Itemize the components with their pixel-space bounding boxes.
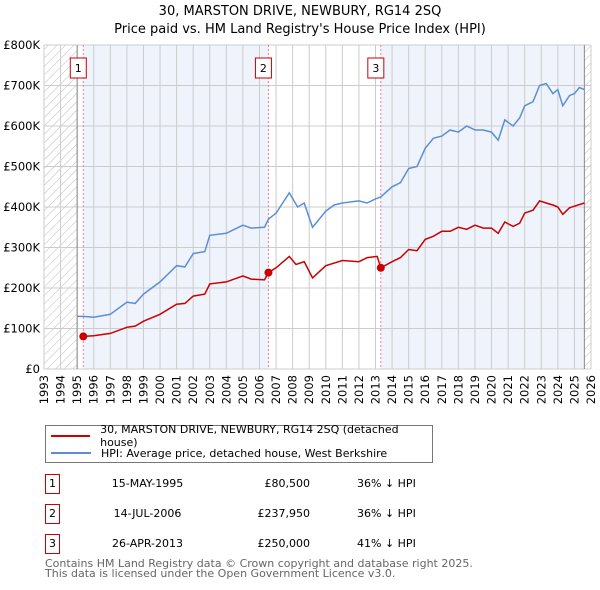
x-tick-label: 2002 — [186, 375, 200, 404]
x-tick-label: 2003 — [203, 375, 217, 404]
x-tick-label: 1994 — [54, 375, 68, 404]
x-tick-label: 2015 — [402, 375, 416, 404]
x-tick-label: 1993 — [37, 375, 51, 404]
sale-label-box — [254, 57, 272, 79]
sale-hpi-diff: 36% ↓ HPI — [357, 477, 416, 490]
y-tick-label: £700K — [3, 79, 40, 93]
x-tick-label: 2000 — [153, 375, 167, 404]
sale-label-number: 1 — [75, 62, 82, 75]
legend-item-hpi: HPI: Average price, detached house, West… — [46, 445, 387, 461]
x-tick-label: 1999 — [136, 375, 150, 404]
x-tick-label: 2025 — [567, 375, 581, 404]
y-tick-label: £800K — [3, 38, 40, 52]
legend-item-property: 30, MARSTON DRIVE, NEWBURY, RG14 2SQ (de… — [46, 423, 432, 449]
x-tick-label: 2023 — [534, 375, 548, 404]
y-tick-label: £600K — [3, 119, 40, 133]
chart-subtitle: Price paid vs. HM Land Registry's House … — [114, 22, 486, 37]
sale-label-number: 2 — [260, 62, 267, 75]
sale-date: 14-JUL-2006 — [113, 507, 182, 520]
x-tick-label: 2001 — [170, 375, 184, 404]
sale-price: £80,500 — [264, 477, 311, 490]
y-tick-label: £100K — [3, 322, 40, 336]
sale-label-box — [69, 57, 87, 79]
x-tick-label: 2013 — [369, 375, 383, 404]
x-tick-label: 2016 — [418, 375, 432, 404]
x-tick-label: 1998 — [120, 375, 134, 404]
x-tick-label: 1996 — [87, 375, 101, 404]
sale-number: 3 — [45, 534, 60, 554]
legend-swatch-hpi — [51, 452, 91, 454]
y-tick-label: £300K — [3, 241, 40, 255]
sale-price: £237,950 — [257, 507, 311, 520]
sale-price: £250,000 — [257, 537, 311, 550]
footer-copyright: Contains HM Land Registry data © Crown c… — [45, 557, 473, 570]
x-tick-label: 1997 — [103, 375, 117, 404]
sale-date: 15-MAY-1995 — [111, 477, 184, 490]
sale-point — [376, 263, 385, 272]
sale-hpi-diff: 36% ↓ HPI — [357, 507, 416, 520]
x-tick-label: 2017 — [435, 375, 449, 404]
x-tick-label: 1995 — [70, 375, 84, 404]
legend-label-property: 30, MARSTON DRIVE, NEWBURY, RG14 2SQ (de… — [100, 423, 399, 449]
y-tick-label: £0 — [25, 362, 40, 376]
x-tick-label: 2007 — [269, 375, 283, 404]
legend-label-hpi: HPI: Average price, detached house, West… — [101, 446, 388, 460]
x-tick-label: 2005 — [236, 375, 250, 404]
y-tick-label: £500K — [3, 160, 40, 174]
x-tick-label: 2012 — [352, 375, 366, 404]
x-tick-label: 2022 — [518, 375, 532, 404]
sale-point — [264, 268, 273, 277]
chart-title: 30, MARSTON DRIVE, NEWBURY, RG14 2SQ — [158, 4, 442, 19]
series-line-hpi — [77, 82, 585, 318]
x-tick-label: 2026 — [584, 375, 598, 404]
legend-swatch-property — [51, 435, 91, 437]
sale-number: 1 — [45, 474, 60, 494]
sale-date: 26-APR-2013 — [111, 537, 184, 550]
y-tick-label: £200K — [3, 281, 40, 295]
x-tick-label: 2006 — [252, 375, 266, 404]
footer-licence: This data is licensed under the Open Gov… — [45, 567, 396, 580]
x-tick-label: 2014 — [385, 375, 399, 404]
x-tick-label: 2008 — [286, 375, 300, 404]
x-tick-label: 2019 — [468, 375, 482, 404]
price-chart: 1993 1994 1995 1996 1997 1998 1999 2000 2001 2002… — [3, 38, 598, 404]
x-tick-label: 2010 — [319, 375, 333, 404]
sale-row: 1 15-MAY-1995 £80,500 36% ↓ HPI — [45, 474, 465, 494]
x-tick-label: 2011 — [335, 375, 349, 404]
sale-label-number: 3 — [372, 62, 379, 75]
sale-row: 3 26-APR-2013 £250,000 41% ↓ HPI — [45, 534, 465, 554]
sale-label-box — [367, 57, 385, 79]
x-tick-label: 2020 — [485, 375, 499, 404]
x-tick-label: 2004 — [219, 375, 233, 404]
legend: 30, MARSTON DRIVE, NEWBURY, RG14 2SQ (de… — [45, 423, 433, 463]
sale-hpi-diff: 41% ↓ HPI — [357, 537, 416, 550]
y-tick-label: £400K — [3, 200, 40, 214]
sale-point — [79, 332, 88, 341]
sale-number: 2 — [45, 504, 60, 524]
footer: Contains HM Land Registry data © Crown c… — [45, 557, 473, 580]
x-tick-label: 2018 — [451, 375, 465, 404]
x-tick-label: 2021 — [501, 375, 515, 404]
x-tick-label: 2024 — [551, 375, 565, 404]
x-tick-label: 2009 — [302, 375, 316, 404]
sale-row: 2 14-JUL-2006 £237,950 36% ↓ HPI — [45, 504, 465, 524]
